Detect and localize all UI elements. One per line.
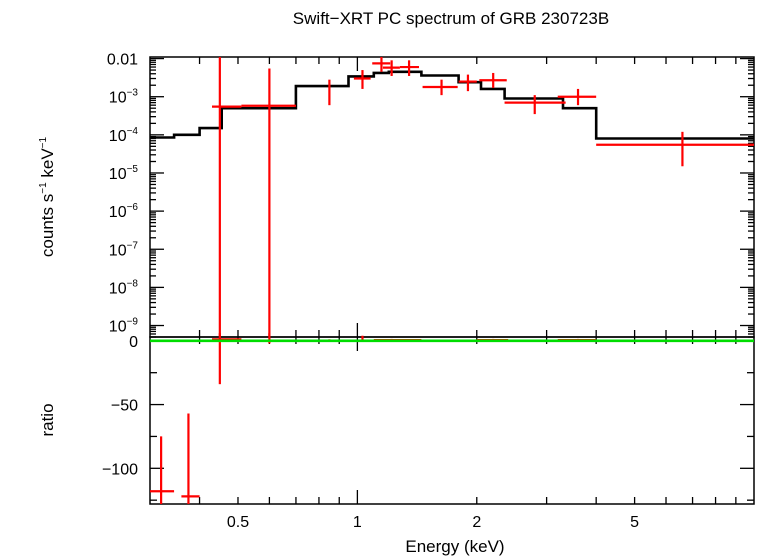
data-point xyxy=(458,74,477,92)
y-tick-label: 10−4 xyxy=(109,126,139,145)
data-point xyxy=(353,70,371,89)
ratio-panel-frame xyxy=(149,336,755,505)
y-tick-label: 10−5 xyxy=(109,164,139,183)
y-tick-label: −50 xyxy=(111,398,138,415)
y-tick-label: 10−3 xyxy=(109,88,139,107)
data-point xyxy=(399,60,419,76)
ratio-y-axis-label: ratio xyxy=(38,403,57,436)
y-tick-label: 0 xyxy=(129,334,138,351)
y-tick-label: 10−9 xyxy=(109,317,139,336)
x-tick-label: 5 xyxy=(630,514,639,531)
ratio-panel: 0 −50 −100 0.5 1 2 5 ratio Energy (keV) xyxy=(38,333,755,556)
model-curve xyxy=(150,70,754,140)
data-point xyxy=(382,60,400,76)
ratio-point xyxy=(181,413,200,504)
x-axis-label: Energy (keV) xyxy=(405,537,504,556)
data-point xyxy=(372,57,391,72)
data-point xyxy=(422,79,458,96)
data-point xyxy=(479,72,507,88)
data-point xyxy=(212,57,242,337)
data-point xyxy=(241,68,296,337)
data-point xyxy=(504,95,566,115)
y-tick-label: 10−8 xyxy=(109,278,139,297)
ratio-y-tick-labels: 0 −50 −100 xyxy=(102,334,138,478)
y-tick-label: −100 xyxy=(102,461,138,478)
spectrum-data-points xyxy=(212,57,754,337)
spectrum-y-axis-label: counts s−1 keV−1 xyxy=(38,136,57,257)
model-step-line xyxy=(150,70,754,140)
spectrum-y-tick-labels: 0.01 10−3 10−4 10−5 10−6 10−7 10−8 10−9 xyxy=(107,52,139,336)
ratio-point xyxy=(150,436,175,504)
data-point xyxy=(596,131,754,167)
x-tick-label: 1 xyxy=(353,514,362,531)
chart-title: Swift−XRT PC spectrum of GRB 230723B xyxy=(293,9,609,28)
y-tick-label: 10−7 xyxy=(109,240,139,259)
x-tick-label: 2 xyxy=(472,514,481,531)
ratio-data-points xyxy=(150,333,684,504)
y-tick-label: 0.01 xyxy=(107,52,138,69)
x-tick-label: 0.5 xyxy=(227,514,249,531)
ratio-tick-marks xyxy=(150,337,754,504)
spectrum-panel: 0.01 10−3 10−4 10−5 10−6 10−7 10−8 10−9 counts … xyxy=(38,52,755,338)
y-tick-label: 10−6 xyxy=(109,202,139,221)
data-point xyxy=(557,88,597,106)
x-tick-labels: 0.5 1 2 5 xyxy=(227,514,639,531)
spectrum-panel-frame xyxy=(149,56,755,338)
spectrum-tick-marks xyxy=(150,57,754,338)
